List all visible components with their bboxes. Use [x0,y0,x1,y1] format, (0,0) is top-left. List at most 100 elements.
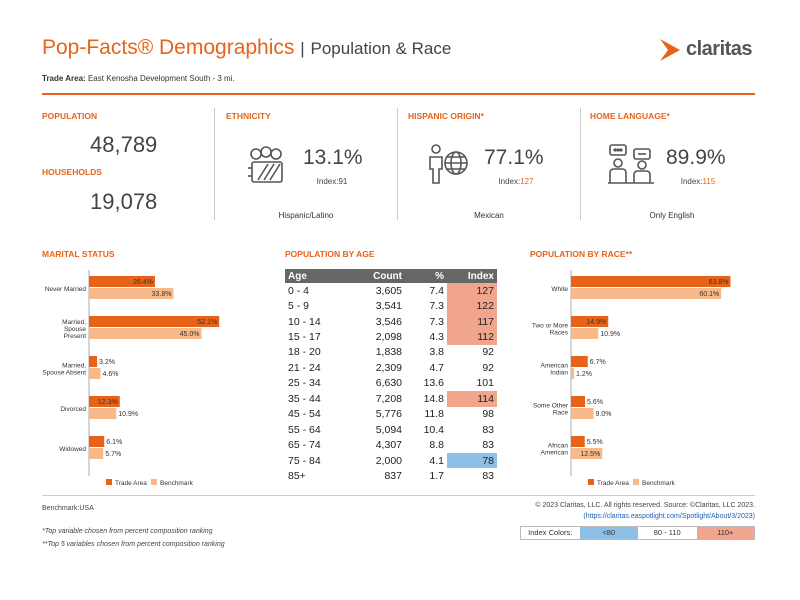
race-benchmark-bar [571,448,603,459]
marital-category-label: Spouse [64,326,86,333]
race-legend-trade-area-swatch [588,479,594,485]
marital-legend-benchmark: Benchmark [160,480,194,487]
marital-benchmark-bar [89,368,101,379]
age-table-cell: 122 [447,298,497,314]
age-table-cell: 83 [482,439,494,452]
divider [397,108,398,220]
age-table-cell: 4,307 [375,439,402,452]
age-table-cell: 11.8 [424,408,444,421]
age-table-cell: 2,000 [375,454,402,467]
age-table-cell: 13.6 [423,377,444,390]
marital-data-label: 45.0% [180,331,200,338]
age-table-cell: 21 - 24 [288,361,321,374]
marital-data-label: 12.3% [98,399,118,406]
age-table-cell: 2,098 [375,331,402,344]
age-table-cell: 75 - 84 [288,454,321,467]
marital-data-label: 5.7% [105,451,121,458]
age-table-cell: 35 - 44 [288,392,321,405]
race-trade-area-bar [571,276,731,287]
header-rule [42,93,755,95]
title-text: Pop-Facts® Demographics [42,36,295,59]
age-table-cell: 3.8 [429,346,444,359]
person-globe-icon [429,144,468,184]
table-row: 85+ 837 1.7 83 [285,468,497,483]
title-separator: | [300,39,305,58]
race-category-label: African [548,443,569,450]
ethnicity-label: ETHNICITY [226,111,271,121]
marital-data-label: 4.6% [103,371,119,378]
footer-rule [42,495,755,496]
marital-category-label: Never Married [45,286,87,293]
age-table-cell: 7,208 [375,392,402,405]
age-table-cell: 92 [482,346,494,359]
age-table-cell: 7.4 [429,284,444,297]
marital-legend-trade-area: Trade Area [115,480,147,487]
race-data-label: 60.1% [699,291,719,298]
marital-benchmark-bar [89,288,174,299]
age-table-cell: 3,546 [375,315,402,328]
age-table-header: % [405,269,447,283]
age-table-cell: 117 [447,313,497,330]
age-table-cell: 10 - 14 [288,315,321,328]
marital-legend-benchmark-swatch [151,479,157,485]
race-category-label: Some Other [533,403,569,410]
home-language-index: Index:115 [663,177,733,186]
population-label: POPULATION [42,111,98,121]
age-table-cell: 18 - 20 [288,346,321,359]
logo-text: claritas [686,38,753,60]
home-language-caption: Only English [649,211,695,220]
marital-data-label: 6.1% [106,439,122,446]
source-link[interactable]: (https://claritas.easpotlight.com/Spotli… [583,513,755,520]
table-row: 0 - 4 3,605 7.4 127 [285,283,497,299]
home-language-pct: 89.9% [666,146,726,169]
table-row: 5 - 9 3,541 7.3 122 [285,298,497,314]
race-data-label: 6.7% [590,359,606,366]
marital-data-label: 52.1% [197,319,217,326]
marital-data-label: 33.8% [152,291,172,298]
trade-area-value: East Kenosha Development South - 3 mi. [87,74,235,83]
race-category-label: American [541,450,569,457]
marital-benchmark-bar [89,408,117,419]
table-row: 35 - 44 7,208 14.8 114 [285,391,497,407]
marital-category-label: Present [64,333,87,340]
trade-area: Trade Area: East Kenosha Development Sou… [42,74,235,83]
race-data-label: 5.5% [587,439,603,446]
age-table-cell: 83 [482,469,494,482]
index-colors-legend: Index Colors: <80 80 - 110 110+ [520,526,755,540]
marital-benchmark-bar [89,328,202,339]
age-table-header: Age [285,269,343,283]
race-category-label: Race [553,410,569,417]
ethnicity-index: Index:91 [297,177,367,186]
marital-category-label: Married, [62,363,86,370]
hispanic-origin-index-value: 127 [520,177,534,186]
claritas-logo-icon [660,38,680,61]
age-table-cell: 112 [447,329,497,345]
marital-trade-area-bar [89,356,97,367]
ethnicity-pct: 13.1% [303,146,363,169]
race-legend-benchmark: Benchmark [642,480,676,487]
age-table-cell: 1.7 [429,469,444,482]
race-data-label: 9.0% [596,411,612,418]
race-trade-area-bar [571,316,609,327]
age-table-cell: 4.3 [429,331,444,344]
race-data-label: 5.6% [587,399,603,406]
marital-trade-area-bar [89,276,155,287]
page-title: Pop-Facts® Demographics | Population & R… [42,36,451,60]
race-data-label: 63.8% [709,279,729,286]
age-table-cell: 55 - 64 [288,423,321,436]
marital-status-title: MARITAL STATUS [42,249,115,259]
age-table-cell: 3,541 [375,300,402,313]
age-table-cell: 5,776 [375,408,402,421]
race-benchmark-bar [571,328,599,339]
hispanic-origin-pct: 77.1% [484,146,544,169]
hispanic-origin-index: Index:127 [481,177,551,186]
age-table-cell: 101 [476,377,494,390]
table-row: 65 - 74 4,307 8.8 83 [285,437,497,452]
age-table-cell: 92 [482,361,494,374]
age-table-header: Index [447,269,497,283]
population-by-age-table: Age Count% Index 0 - 4 3,605 7.4 127 5 - 9 3,54… [285,269,497,484]
age-table-cell: 5,094 [375,423,402,436]
conversation-icon [608,144,654,184]
age-table-cell: 98 [482,408,494,421]
age-table-cell: 1,838 [375,346,402,359]
